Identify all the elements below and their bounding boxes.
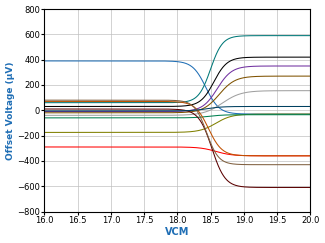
Y-axis label: Offset Voltage (µV): Offset Voltage (µV): [6, 61, 15, 159]
X-axis label: VCM: VCM: [165, 227, 189, 237]
